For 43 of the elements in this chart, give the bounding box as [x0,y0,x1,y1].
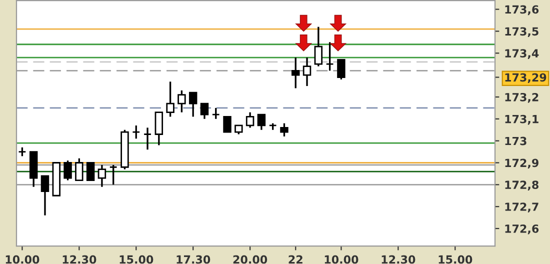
candlestick [188,92,198,118]
candlestick [178,90,186,114]
x-tick-label: 17.30 [176,255,210,264]
y-tick-label: 172,8 [505,180,538,190]
candlestick [292,56,300,90]
candlestick [154,111,164,146]
candlestick [337,58,346,80]
y-tick-label: 173,29 [505,73,546,84]
candlestick [302,56,312,87]
x-tick-label: 22 [288,255,302,264]
x-tick-label: 20.00 [233,255,268,264]
candlestick [326,41,334,72]
candlestick [64,160,72,182]
candlestick [109,164,118,186]
x-tick-label: 12.30 [62,255,96,264]
candlestick [166,80,174,118]
candlestick [212,107,220,120]
y-tick-label: 173,2 [505,92,538,103]
candlestick [98,164,106,188]
x-tick-label: 15.00 [120,255,154,264]
candlestick [200,102,209,120]
candlestick [246,111,254,129]
candlestick [143,126,152,150]
y-tick-label: 172,7 [505,202,538,212]
y-tick-label: 172,6 [505,224,539,234]
y-tick-label: 173 [505,136,526,146]
y-tick-label: 173,5 [505,27,538,38]
candlestick [257,114,266,131]
y-tick-label: 173,4 [505,49,539,59]
x-tick-label: 10.00 [324,255,358,264]
y-tick-label: 172,9 [505,158,538,169]
x-tick-label: 15.00 [438,255,472,264]
candlestick [86,162,95,181]
candlestick [75,158,84,182]
candlestick [314,26,323,68]
y-tick-label: 173,6 [505,5,539,16]
candlestick [280,122,288,138]
y-tick-label: 173,1 [505,114,538,125]
candlestick [132,124,140,140]
candlestick [223,116,232,133]
candlestick [40,175,50,216]
x-tick-label: 12.30 [382,255,416,264]
x-tick-label: 10.00 [6,255,40,264]
